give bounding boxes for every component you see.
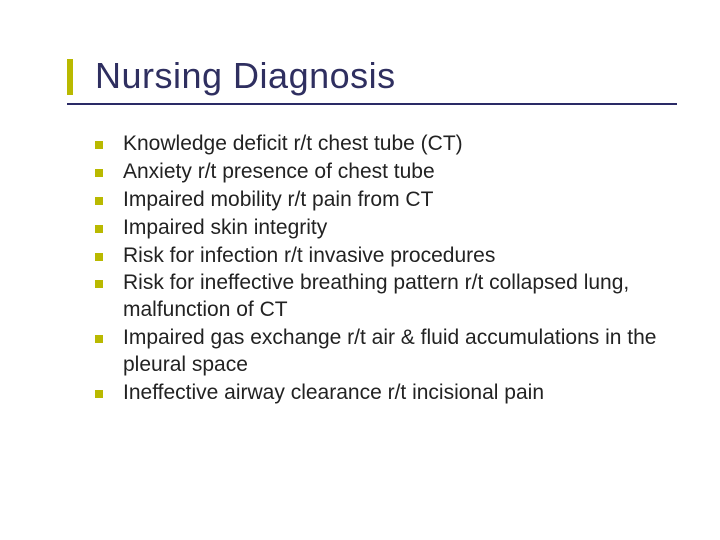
bullet-text: Impaired mobility r/t pain from CT (123, 188, 433, 211)
bullet-list: Knowledge deficit r/t chest tube (CT) An… (95, 131, 680, 407)
bullet-square-icon (95, 197, 103, 205)
bullet-text: Anxiety r/t presence of chest tube (123, 160, 435, 183)
bullet-square-icon (95, 169, 103, 177)
slide: Nursing Diagnosis Knowledge deficit r/t … (0, 0, 720, 540)
bullet-square-icon (95, 280, 103, 288)
title-underline (67, 103, 677, 105)
list-item: Knowledge deficit r/t chest tube (CT) (95, 131, 680, 158)
bullet-text: Impaired skin integrity (123, 216, 327, 239)
list-item: Impaired gas exchange r/t air & fluid ac… (95, 325, 680, 379)
list-item: Ineffective airway clearance r/t incisio… (95, 380, 680, 407)
bullet-text: Risk for infection r/t invasive procedur… (123, 244, 495, 267)
bullet-square-icon (95, 253, 103, 261)
list-item: Anxiety r/t presence of chest tube (95, 159, 680, 186)
bullet-text: Knowledge deficit r/t chest tube (CT) (123, 132, 463, 155)
page-title: Nursing Diagnosis (95, 55, 680, 97)
bullet-text: Ineffective airway clearance r/t incisio… (123, 381, 544, 404)
title-accent-bar (67, 59, 73, 95)
list-item: Impaired skin integrity (95, 215, 680, 242)
bullet-square-icon (95, 141, 103, 149)
list-item: Risk for ineffective breathing pattern r… (95, 270, 680, 324)
bullet-square-icon (95, 390, 103, 398)
bullet-square-icon (95, 335, 103, 343)
bullet-square-icon (95, 225, 103, 233)
title-block: Nursing Diagnosis (95, 55, 680, 105)
bullet-text: Risk for ineffective breathing pattern r… (123, 271, 629, 321)
list-item: Impaired mobility r/t pain from CT (95, 187, 680, 214)
list-item: Risk for infection r/t invasive procedur… (95, 243, 680, 270)
bullet-text: Impaired gas exchange r/t air & fluid ac… (123, 326, 656, 376)
